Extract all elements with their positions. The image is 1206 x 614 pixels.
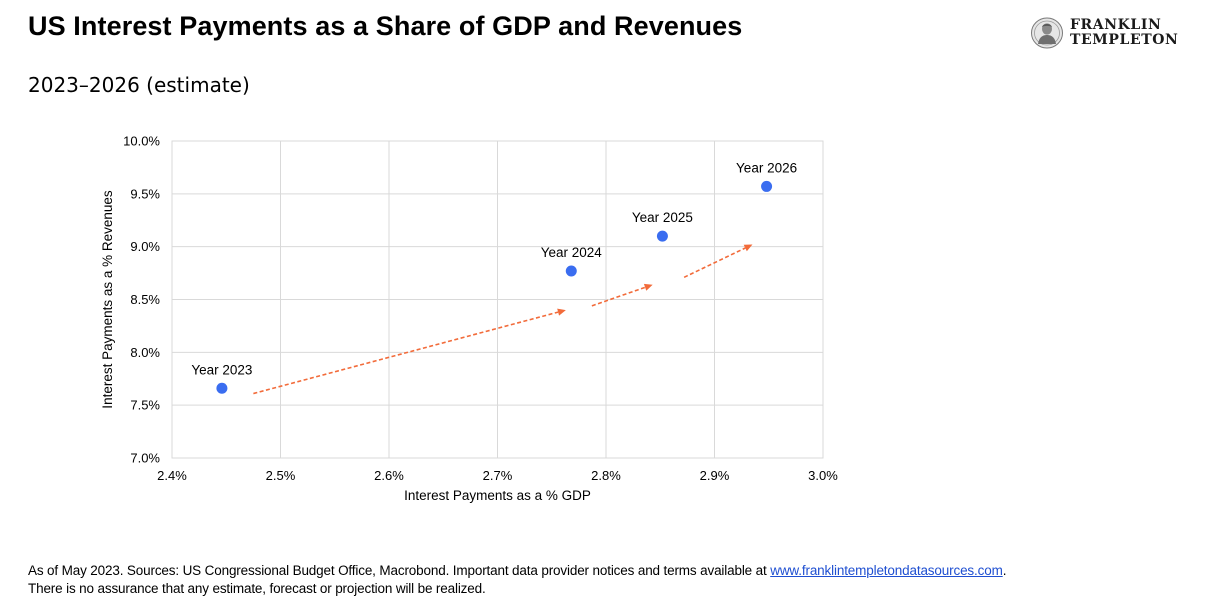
brand-name-line-2: TEMPLETON [1070,32,1179,48]
trend-arrow-shaft [591,286,646,307]
plot-area-border [171,140,824,459]
trend-arrow [591,283,653,307]
trend-arrow-head [743,244,753,252]
y-tick-label: 10.0% [123,134,160,149]
sources-text: As of May 2023. Sources: US Congressiona… [28,563,771,578]
source-footnote: As of May 2023. Sources: US Congressiona… [28,562,1006,598]
y-tick-label: 8.5% [130,292,160,307]
data-point [656,230,668,242]
x-tick-label: 2.9% [700,468,730,483]
sources-suffix: . [1002,563,1007,578]
grid-lines [171,140,824,459]
x-tick-label: 2.5% [266,468,296,483]
disclaimer-line: There is no assurance that any estimate,… [28,581,486,596]
trend-arrow [253,308,566,395]
x-tick-label: 2.6% [374,468,404,483]
y-tick-label: 8.0% [130,345,160,360]
data-label: Year 2023 [191,362,252,377]
data-sources-link[interactable]: www.franklintempletondatasources.com [770,563,1003,578]
trend-arrow-head [557,308,566,316]
x-tick-label: 2.4% [157,468,187,483]
data-point [565,265,577,277]
y-tick-label: 7.5% [130,398,160,413]
data-label: Year 2026 [736,160,797,175]
portrait-seal-icon [1031,17,1063,49]
x-tick-label: 2.8% [591,468,621,483]
y-tick-label: 9.5% [130,186,160,201]
x-tick-labels: 2.4% 2.5% 2.6% 2.7% 2.8% 2.9% 3.0% [157,468,838,483]
x-tick-label: 2.7% [483,468,513,483]
x-axis-title: Interest Payments as a % GDP [404,488,591,503]
trend-arrow-shaft [253,311,559,395]
data-label: Year 2025 [632,210,693,225]
brand-name-line-1: FRANKLIN [1070,17,1162,33]
y-tick-labels: 7.0% 7.5% 8.0% 8.5% 9.0% 9.5% 10.0% [123,134,160,466]
y-tick-label: 9.0% [130,239,160,254]
chart-subtitle: 2023–2026 (estimate) [28,73,250,97]
trend-arrow-shaft [683,247,746,279]
sources-line: As of May 2023. Sources: US Congressiona… [28,562,1006,580]
trend-arrows [253,244,753,395]
y-axis-title: Interest Payments as a % Revenues [100,190,115,409]
chart-title: US Interest Payments as a Share of GDP a… [28,11,743,41]
y-tick-label: 7.0% [130,451,160,466]
data-points: Year 2023 Year 2024 Year 2025 Year 2026 [191,160,797,394]
trend-arrow [683,244,753,279]
franklin-templeton-logo: FRANKLIN TEMPLETON [1030,17,1180,49]
data-label: Year 2024 [541,245,603,260]
data-point [761,180,773,192]
data-point [216,382,228,394]
trend-arrow-head [643,283,653,291]
x-tick-label: 3.0% [808,468,838,483]
